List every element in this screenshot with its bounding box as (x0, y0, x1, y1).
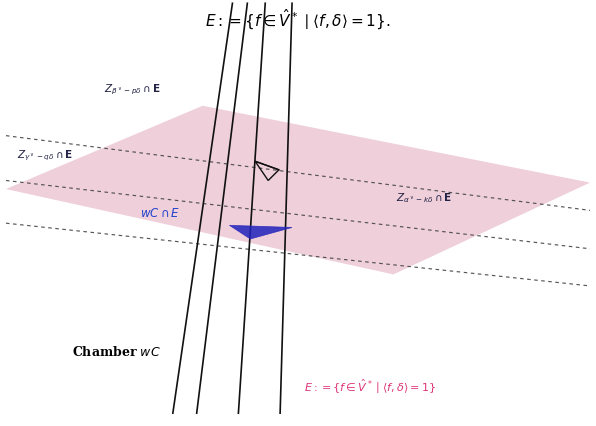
Text: $E := \{f \in \hat{V}^* \mid \langle f, \delta \rangle = 1\}.$: $E := \{f \in \hat{V}^* \mid \langle f, … (205, 7, 391, 32)
Text: $Z_{\alpha^\vee-k\delta} \cap \mathbf{E}$: $Z_{\alpha^\vee-k\delta} \cap \mathbf{E}… (396, 191, 452, 205)
Polygon shape (229, 226, 292, 239)
Text: $wC \cap E$: $wC \cap E$ (140, 207, 181, 219)
Polygon shape (6, 106, 590, 275)
Text: Chamber $wC$: Chamber $wC$ (72, 345, 160, 358)
Text: $Z_{\gamma^\vee-q\delta} \cap \mathbf{E}$: $Z_{\gamma^\vee-q\delta} \cap \mathbf{E}… (17, 148, 73, 163)
Text: $Z_{\beta^\vee-p\delta} \cap \mathbf{E}$: $Z_{\beta^\vee-p\delta} \cap \mathbf{E}$ (104, 82, 161, 97)
Text: $E := \{f \in \hat{V}^* \mid \langle f, \delta \rangle = 1\}$: $E := \{f \in \hat{V}^* \mid \langle f, … (304, 376, 436, 395)
